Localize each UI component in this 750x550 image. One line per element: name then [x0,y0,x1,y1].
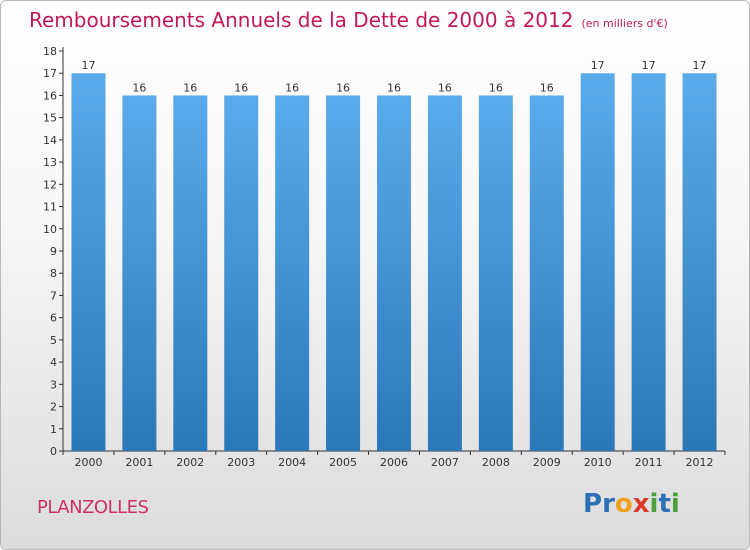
logo-letter: i [670,489,680,519]
bar-2001 [122,95,157,451]
bar-value-label: 16 [387,81,401,94]
bar-value-label: 17 [693,59,707,72]
y-tick-label: 2 [50,401,57,414]
bar-value-label: 16 [540,81,554,94]
bar-value-label: 16 [285,81,299,94]
bar-2010 [580,73,615,451]
chart-title: Remboursements Annuels de la Dette de 20… [29,8,668,32]
bar-value-label: 16 [489,81,503,94]
bar-value-label: 17 [642,59,656,72]
bar-2005 [326,95,361,451]
logo-letter: x [632,489,650,519]
x-tick-label: 2009 [533,456,561,469]
logo-letter: P [583,489,603,519]
y-tick-label: 9 [50,245,57,258]
bar-2006 [377,95,411,451]
logo-letter: r [602,489,615,519]
bar-value-label: 17 [81,59,95,72]
y-tick-label: 13 [43,156,57,169]
bar-2008 [478,95,513,451]
logo-letter: t [658,489,671,519]
x-tick-label: 2008 [482,456,510,469]
x-tick-label: 2001 [125,456,153,469]
bar-value-label: 16 [438,81,452,94]
y-tick-label: 16 [43,89,57,102]
y-tick-label: 3 [50,378,57,391]
chart-unit: (en milliers d'€) [581,17,668,30]
bar-2012 [682,73,717,451]
bar-2004 [275,95,310,451]
x-tick-label: 2000 [74,456,102,469]
proxiti-logo: Proxiti [583,489,680,519]
bar-value-label: 17 [591,59,605,72]
y-tick-label: 4 [50,356,57,369]
x-tick-label: 2002 [176,456,204,469]
bar-value-label: 16 [336,81,350,94]
y-tick-label: 1 [50,423,57,436]
bar-2009 [529,95,564,451]
y-tick-label: 11 [43,201,57,214]
bars: 17 16 16 16 16 16 16 16 16 16 17 17 17 [71,59,717,451]
x-tick-label: 2010 [584,456,612,469]
bar-2007 [427,95,462,451]
x-tick-label: 2005 [329,456,357,469]
y-tick-label: 0 [50,445,57,458]
x-tick-label: 2006 [380,456,408,469]
x-tick-label: 2011 [635,456,663,469]
x-tick-label: 2007 [431,456,459,469]
y-tick-label: 8 [50,267,57,280]
x-tick-label: 2012 [686,456,714,469]
bar-value-label: 16 [183,81,197,94]
bar-2000 [71,73,106,451]
bar-2002 [173,95,208,451]
y-tick-label: 14 [43,134,57,147]
y-tick-label: 5 [50,334,57,347]
bar-value-label: 16 [132,81,146,94]
y-tick-label: 17 [43,67,57,80]
y-tick-label: 7 [50,289,57,302]
y-tick-label: 6 [50,312,57,325]
bar-value-label: 16 [234,81,248,94]
bar-2011 [631,73,666,451]
logo-letter: o [614,489,633,519]
y-tick-label: 10 [43,223,57,236]
y-tick-label: 12 [43,178,57,191]
y-tick-label: 18 [43,45,57,58]
y-tick-label: 15 [43,112,57,125]
x-tick-label: 2003 [227,456,255,469]
chart-title-text: Remboursements Annuels de la Dette de 20… [29,8,574,32]
x-tick-label: 2004 [278,456,306,469]
town-name: PLANZOLLES [37,497,149,518]
bar-2003 [224,95,259,451]
logo-letter: i [649,489,659,519]
